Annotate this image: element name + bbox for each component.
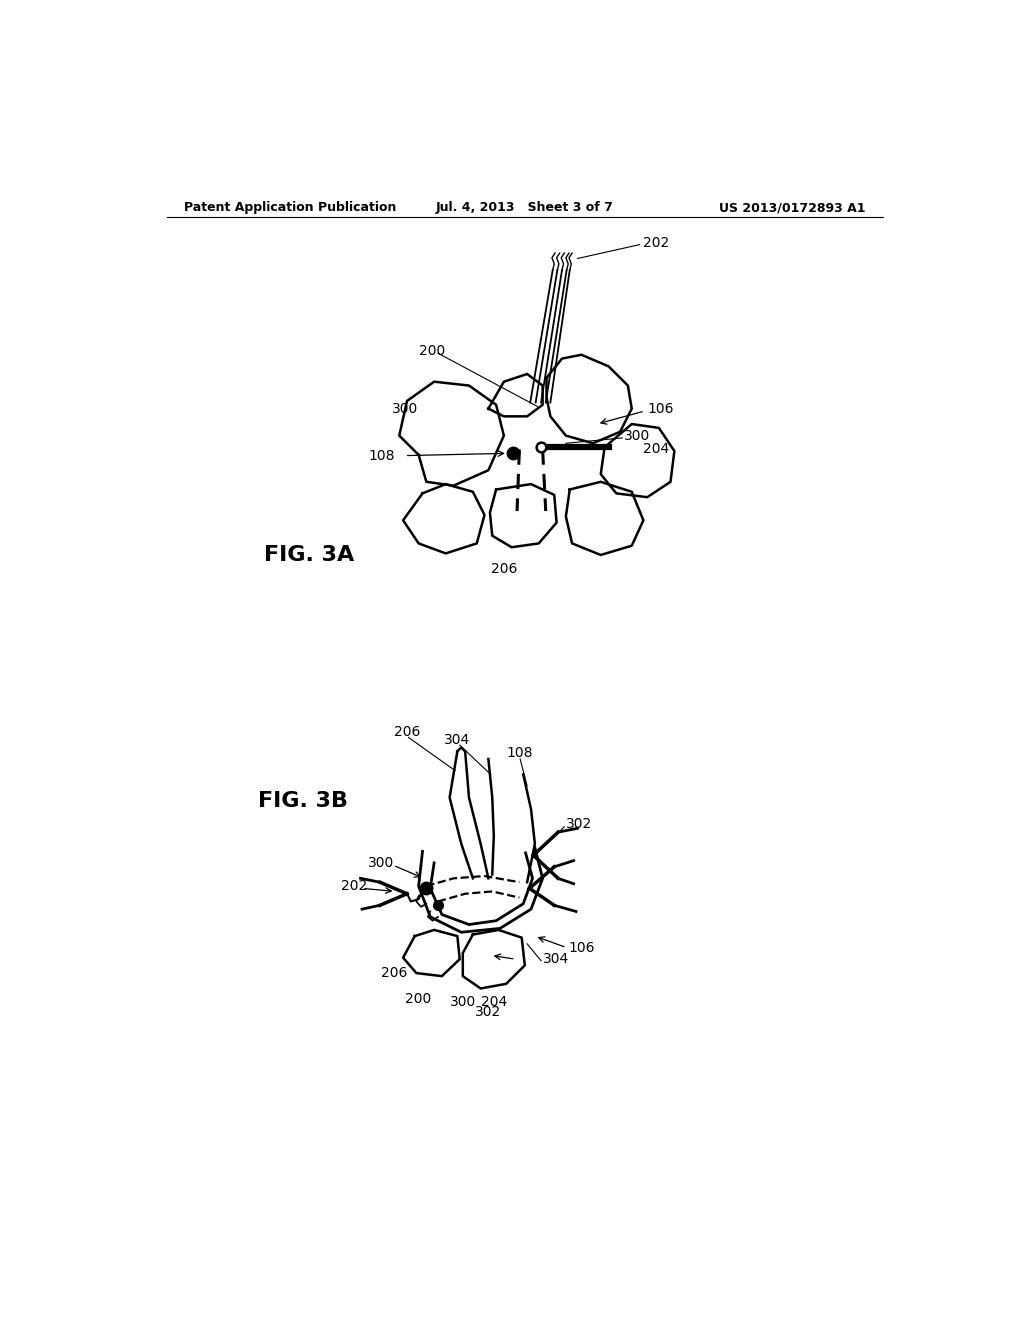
Text: 108: 108: [506, 746, 532, 760]
Text: 108: 108: [369, 449, 394, 463]
Text: 304: 304: [444, 733, 470, 747]
Text: FIG. 3B: FIG. 3B: [258, 792, 348, 812]
Text: 302: 302: [475, 1005, 502, 1019]
Text: 200: 200: [406, 993, 432, 1006]
Text: 304: 304: [543, 952, 569, 966]
Text: 106: 106: [568, 941, 595, 954]
Text: Jul. 4, 2013   Sheet 3 of 7: Jul. 4, 2013 Sheet 3 of 7: [436, 201, 613, 214]
Text: 300: 300: [391, 401, 418, 416]
Text: 204: 204: [480, 994, 507, 1008]
Text: FIG. 3A: FIG. 3A: [263, 545, 354, 565]
Text: 206: 206: [394, 725, 420, 739]
Text: 206: 206: [490, 562, 517, 576]
Text: 300: 300: [624, 429, 650, 442]
Text: US 2013/0172893 A1: US 2013/0172893 A1: [719, 201, 866, 214]
Text: 202: 202: [341, 879, 368, 894]
Text: Patent Application Publication: Patent Application Publication: [183, 201, 396, 214]
Text: 302: 302: [566, 817, 592, 832]
Text: 200: 200: [419, 345, 444, 358]
Text: 106: 106: [647, 401, 674, 416]
Text: 206: 206: [381, 966, 407, 979]
Text: 300: 300: [369, 855, 394, 870]
Text: 204: 204: [643, 442, 670, 455]
Text: 202: 202: [643, 236, 670, 249]
Text: 300: 300: [450, 994, 476, 1008]
